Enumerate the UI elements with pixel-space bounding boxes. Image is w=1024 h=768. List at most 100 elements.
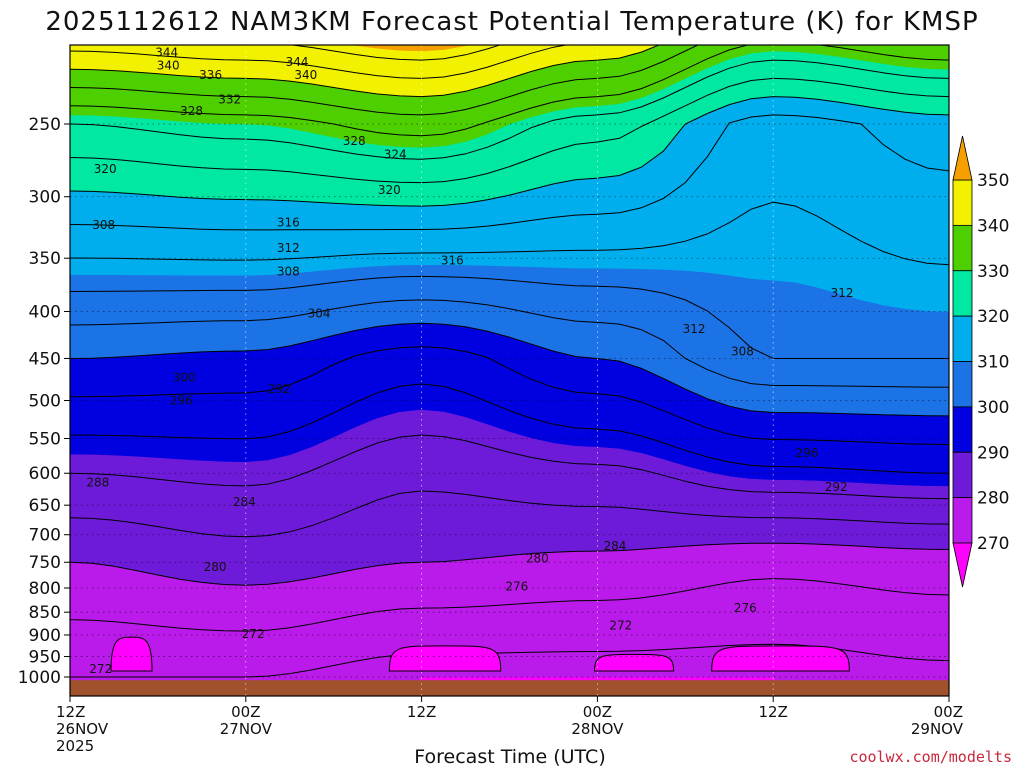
colorbar-swatch — [952, 406, 973, 453]
y-tick-label: 550 — [29, 430, 61, 450]
colorbar-top-arrow — [952, 135, 973, 181]
x-tick-label: 12Z — [56, 703, 85, 721]
contour-label: 296 — [170, 394, 193, 408]
contour-label: 332 — [218, 92, 241, 106]
contour-label: 284 — [604, 539, 627, 553]
x-tick-label: 00Z — [583, 703, 612, 721]
contour-line — [70, 322, 949, 417]
contour-label: 340 — [157, 59, 180, 73]
contour-label: 312 — [277, 241, 300, 255]
contour-line — [288, 45, 502, 61]
colorbar-swatch — [952, 451, 973, 499]
colorbar-swatch — [952, 361, 973, 408]
ground-surface — [70, 680, 949, 696]
x-tick-label: 27NOV — [220, 720, 273, 738]
colorbar-swatch — [952, 315, 973, 362]
contour-label: 272 — [242, 627, 265, 641]
contour-label: 344 — [155, 46, 178, 60]
grid-lines — [70, 45, 949, 696]
cold-pocket — [711, 645, 850, 672]
plot-area: 3483443443403403363323283283243203203163… — [70, 34, 949, 696]
contour-label: 312 — [831, 286, 854, 300]
y-tick-label: 250 — [29, 115, 61, 135]
colorbar-swatch — [952, 270, 973, 317]
y-tick-label: 950 — [29, 648, 61, 668]
colorbar-label: 290 — [977, 443, 1009, 463]
contour-line — [70, 77, 949, 184]
contour-label: 320 — [378, 183, 401, 197]
contour-line — [70, 45, 949, 137]
y-tick-label: 350 — [29, 249, 61, 269]
contour-label: 296 — [795, 446, 818, 460]
y-tick-label: 400 — [29, 302, 61, 322]
contour-label: 324 — [384, 148, 407, 162]
contour-line — [70, 542, 949, 586]
contour-label: 288 — [86, 475, 109, 489]
colorbar-label: 330 — [977, 262, 1009, 282]
y-tick-label: 700 — [29, 526, 61, 546]
y-axis: 250 300 350 400 450 500 550 600 650 700 750 800 850 9… — [18, 115, 70, 688]
contour-line — [70, 96, 949, 207]
colorbar-label: 300 — [977, 398, 1009, 418]
y-tick-label: 850 — [29, 603, 61, 623]
y-tick-label: 750 — [29, 553, 61, 573]
contour-label: 312 — [683, 322, 706, 336]
chart-title: 2025112612 NAM3KM Forecast Potential Tem… — [45, 7, 978, 37]
y-tick-label: 1000 — [18, 668, 61, 688]
contour-label: 320 — [94, 162, 117, 176]
colorbar-label: 340 — [977, 216, 1009, 236]
contour-label: 300 — [173, 371, 196, 385]
contour-label: 348 — [246, 34, 269, 48]
y-tick-label: 600 — [29, 464, 61, 484]
contour-label: 276 — [734, 601, 757, 615]
x-tick-label: 2025 — [56, 737, 94, 755]
x-axis-label: Forecast Time (UTC) — [414, 746, 605, 768]
x-tick-label: 12Z — [759, 703, 788, 721]
contour-label: 280 — [526, 552, 549, 566]
contour-label: 328 — [343, 134, 366, 148]
contour-label: 316 — [441, 253, 464, 267]
contour-line — [70, 346, 949, 445]
contour-label: 280 — [204, 560, 227, 574]
contour-label: 344 — [286, 55, 309, 69]
contour-line — [70, 299, 949, 388]
y-tick-label: 650 — [29, 496, 61, 516]
contour-label: 328 — [180, 104, 203, 118]
colorbar-swatch — [952, 179, 973, 226]
x-tick-label: 00Z — [934, 703, 963, 721]
contour-line — [70, 114, 949, 231]
contour-label: 276 — [505, 579, 528, 593]
contour-label: 304 — [308, 306, 331, 320]
contour-lines — [70, 45, 949, 678]
y-tick-label: 800 — [29, 579, 61, 599]
colorbar: 270 280 290 300 310 320 330 340 350 — [952, 135, 1009, 588]
colorbar-label: 350 — [977, 171, 1009, 191]
y-tick-label: 450 — [29, 349, 61, 369]
x-tick-label: 26NOV — [56, 720, 109, 738]
plot-frame — [69, 44, 950, 697]
colorbar-label: 280 — [977, 489, 1009, 509]
contour-line — [70, 59, 949, 160]
colorbar-swatch — [952, 497, 973, 544]
credit-text: coolwx.com/modelts — [849, 748, 1012, 766]
contour-label: 272 — [89, 662, 112, 676]
x-tick-label: 12Z — [407, 703, 436, 721]
cold-pocket — [110, 636, 153, 672]
y-tick-label: 500 — [29, 392, 61, 412]
contour-line — [70, 578, 949, 632]
contour-label: 336 — [199, 68, 222, 82]
contour-line — [70, 383, 949, 474]
contour-line — [70, 45, 700, 116]
filled-contour-bands — [70, 45, 949, 696]
x-tick-label: 28NOV — [571, 720, 624, 738]
contour-line — [70, 434, 949, 500]
contour-label: 308 — [731, 344, 754, 358]
contour-labels: 3483443443403403363323283283243203203163… — [86, 34, 854, 676]
colorbar-swatch — [952, 224, 973, 272]
contour-label: 308 — [277, 265, 300, 279]
x-tick-label: 29NOV — [911, 720, 964, 738]
y-tick-label: 900 — [29, 626, 61, 646]
contour-line — [70, 643, 949, 678]
